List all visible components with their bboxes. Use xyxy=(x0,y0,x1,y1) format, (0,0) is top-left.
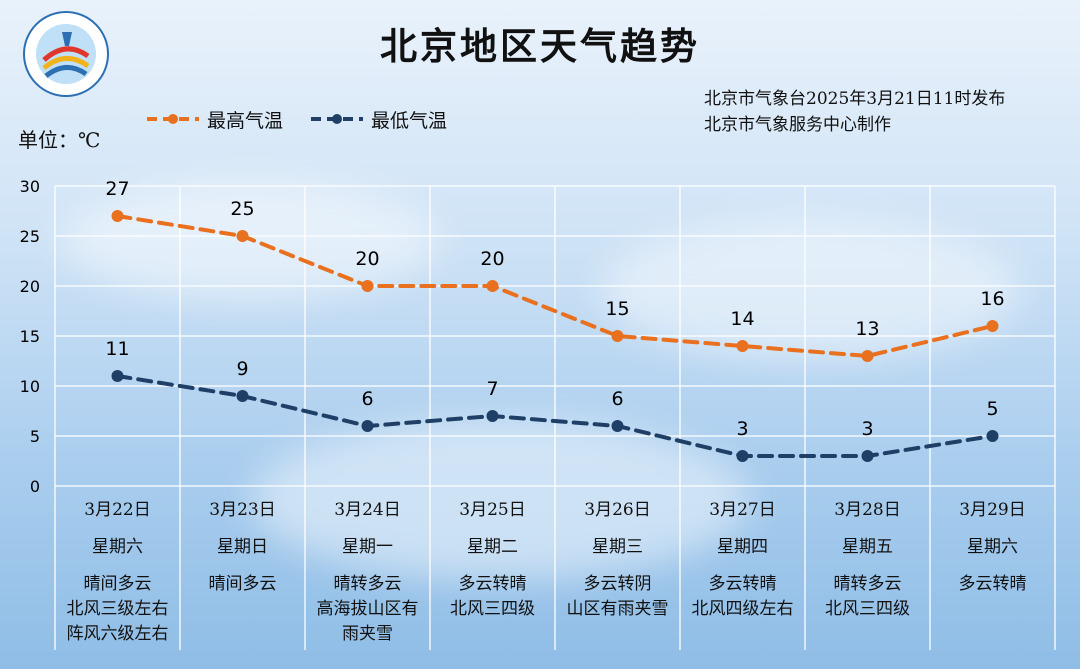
y-tick-label: 20 xyxy=(20,277,40,296)
page-title: 北京地区天气趋势 xyxy=(380,24,700,68)
weather-description-line: 北风三级左右 xyxy=(66,599,169,619)
data-point-high xyxy=(111,210,124,222)
weekday-label: 星期五 xyxy=(842,537,893,557)
weather-description-line: 阵风六级左右 xyxy=(66,624,169,644)
data-point-high xyxy=(361,280,374,292)
legend-marker-high xyxy=(147,114,199,124)
data-label-high: 27 xyxy=(105,178,129,200)
weather-description-line: 晴转多云 xyxy=(333,574,402,594)
data-point-high xyxy=(611,330,624,342)
x-tick-label: 3月26日 xyxy=(584,500,651,520)
weather-description: 多云转晴 北风三四级 xyxy=(420,572,565,622)
data-point-low xyxy=(861,450,874,462)
weather-description-line: 高海拔山区有 xyxy=(316,599,419,619)
series-line-low xyxy=(115,374,995,458)
data-label-low: 11 xyxy=(105,338,129,360)
weather-description-line: 北风三四级 xyxy=(825,599,910,619)
data-point-low xyxy=(986,430,999,442)
issuer-info: 北京市气象台2025年3月21日11时发布 北京市气象服务中心制作 xyxy=(704,86,1005,138)
data-point-high xyxy=(861,350,874,362)
weather-description-line: 多云转晴 xyxy=(708,574,777,594)
weather-description: 晴转多云 北风三四级 xyxy=(795,572,940,622)
y-tick-label: 25 xyxy=(20,227,40,246)
issuer-line-2: 北京市气象服务中心制作 xyxy=(704,115,891,135)
weekday-label: 星期六 xyxy=(967,537,1018,557)
weather-description-line: 山区有雨夹雪 xyxy=(566,599,669,619)
x-tick-label: 3月25日 xyxy=(459,500,526,520)
series-line-high xyxy=(115,214,995,359)
weekday-label: 星期一 xyxy=(342,537,393,557)
data-label-high: 25 xyxy=(230,198,254,220)
data-label-high: 16 xyxy=(980,288,1004,310)
y-tick-label: 30 xyxy=(20,177,40,196)
issuer-line-1: 北京市气象台2025年3月21日11时发布 xyxy=(704,89,1006,109)
weekday-label: 星期日 xyxy=(217,537,268,557)
weekday-label: 星期六 xyxy=(92,537,143,557)
data-label-low: 3 xyxy=(861,418,873,440)
data-label-high: 20 xyxy=(480,248,504,270)
weather-description-line: 北风四级左右 xyxy=(691,599,794,619)
data-point-low xyxy=(361,420,374,432)
data-point-low xyxy=(111,370,124,382)
y-tick-label: 10 xyxy=(20,377,40,396)
data-point-high xyxy=(236,230,249,242)
y-tick-label: 15 xyxy=(20,327,40,346)
data-label-low: 6 xyxy=(611,388,623,410)
data-label-low: 9 xyxy=(236,358,248,380)
legend-item-low: 最低气温 xyxy=(309,106,447,133)
weather-description: 多云转阴山区有雨夹雪 xyxy=(545,572,690,622)
data-label-high: 20 xyxy=(355,248,379,270)
weather-description: 晴转多云高海拔山区有 雨夹雪 xyxy=(295,572,440,647)
chart-legend: 最高气温 最低气温 xyxy=(145,106,473,132)
data-label-high: 13 xyxy=(855,318,879,340)
x-tick-label: 3月24日 xyxy=(334,500,401,520)
data-label-low: 3 xyxy=(736,418,748,440)
data-label-low: 6 xyxy=(361,388,373,410)
data-point-low xyxy=(486,410,499,422)
weather-description-line: 雨夹雪 xyxy=(342,624,393,644)
data-point-high xyxy=(486,280,499,292)
weather-description: 多云转晴 xyxy=(920,572,1065,597)
data-point-low xyxy=(236,390,249,402)
data-label-low: 5 xyxy=(986,398,998,420)
meteorological-service-logo xyxy=(23,11,109,97)
weather-description: 晴间多云 xyxy=(170,572,315,597)
data-point-high xyxy=(736,340,749,352)
weather-description: 晴间多云北风三级左右 阵风六级左右 xyxy=(45,572,190,647)
data-label-high: 14 xyxy=(730,308,754,330)
x-tick-label: 3月22日 xyxy=(84,500,151,520)
weather-description-line: 北风三四级 xyxy=(450,599,535,619)
data-point-low xyxy=(736,450,749,462)
data-label-high: 15 xyxy=(605,298,629,320)
legend-label-low: 最低气温 xyxy=(371,109,448,132)
y-tick-label: 0 xyxy=(30,477,40,496)
weekday-label: 星期四 xyxy=(717,537,768,557)
weather-description-line: 晴间多云 xyxy=(83,574,152,594)
data-point-high xyxy=(986,320,999,332)
unit-label: 单位：℃ xyxy=(18,128,101,152)
weekday-label: 星期三 xyxy=(592,537,643,557)
x-tick-label: 3月27日 xyxy=(709,500,776,520)
y-tick-label: 5 xyxy=(30,427,40,446)
data-label-low: 7 xyxy=(486,378,498,400)
x-tick-label: 3月23日 xyxy=(209,500,276,520)
weather-description-line: 晴间多云 xyxy=(208,574,277,594)
weather-description-line: 多云转阴 xyxy=(583,574,652,594)
weather-description: 多云转晴北风四级左右 xyxy=(670,572,815,622)
weather-description-line: 多云转晴 xyxy=(958,574,1027,594)
legend-label-high: 最高气温 xyxy=(207,109,284,132)
weekday-label: 星期二 xyxy=(467,537,518,557)
x-tick-label: 3月28日 xyxy=(834,500,901,520)
x-tick-label: 3月29日 xyxy=(959,500,1026,520)
weather-description-line: 多云转晴 xyxy=(458,574,527,594)
weather-description-line: 晴转多云 xyxy=(833,574,902,594)
legend-marker-low xyxy=(311,114,364,124)
legend-item-high: 最高气温 xyxy=(145,106,283,133)
data-point-low xyxy=(611,420,624,432)
